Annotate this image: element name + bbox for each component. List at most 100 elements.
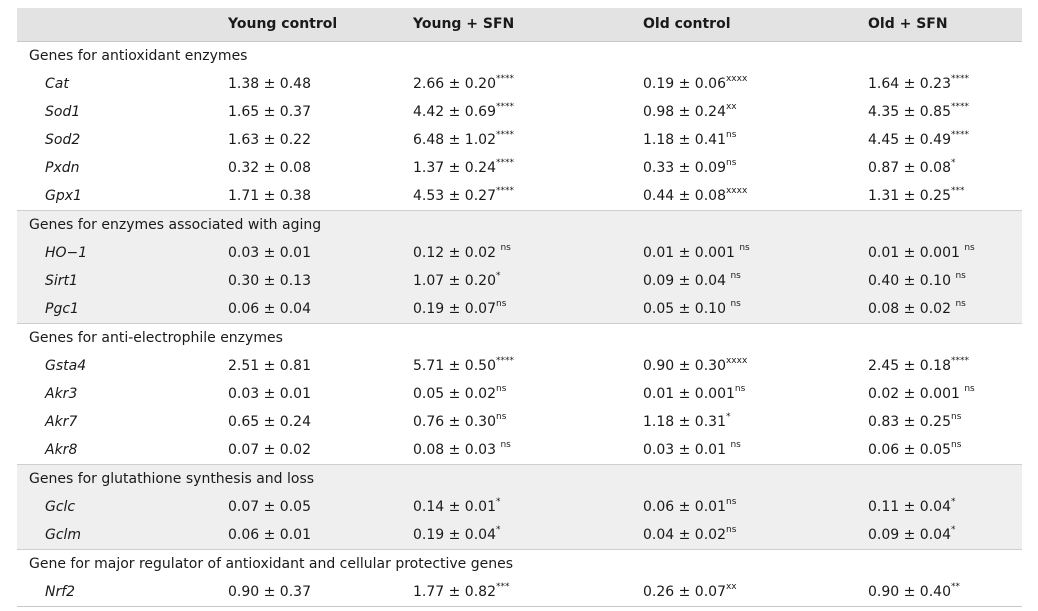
value-text: 0.09 ± 0.04 [868,527,951,543]
value-text: 0.30 ± 0.13 [228,273,311,289]
value-text: 0.03 ± 0.01 [643,442,731,458]
value-text: 0.44 ± 0.08 [643,188,726,204]
significance-mark: **** [495,74,514,85]
gene-name: Sirt1 [45,273,78,289]
table-row: Gsta4 2.51 ± 0.81 5.71 ± 0.50**** 0.90 ± 0.… [17,352,1022,380]
value-text: 0.32 ± 0.08 [228,160,311,176]
value-text: 0.06 ± 0.01 [228,527,311,543]
significance-mark: ns [495,384,507,395]
significance-mark: **** [495,356,514,367]
value-text: 6.48 ± 1.02 [413,132,496,148]
significance-mark: ns [725,158,737,169]
value-cell: 0.06 ± 0.05ns [868,436,961,464]
value-text: 0.87 ± 0.08 [868,160,951,176]
table-row: Sirt1 0.30 ± 0.13 1.07 ± 0.20* 0.09 ± 0.04 … [17,267,1022,295]
value-cell: 0.19 ± 0.07ns [413,295,506,323]
value-cell: 0.05 ± 0.10 ns [643,295,741,323]
header-young-sfn: Young + SFN [413,16,515,32]
value-text: 0.90 ± 0.37 [228,584,311,600]
gene-name: Cat [45,76,69,92]
section-title: Gene for major regulator of antioxidant … [29,556,514,572]
table-body: Genes for antioxidant enzymes Cat 1.38 ± 0… [17,42,1022,606]
significance-mark: * [495,271,501,282]
value-cell: 0.76 ± 0.30ns [413,408,506,436]
value-text: 0.06 ± 0.05 [868,442,951,458]
section-title: Genes for anti-electrophile enzymes [29,330,283,346]
significance-mark: ns [730,299,741,310]
table-row: Pgc1 0.06 ± 0.04 0.19 ± 0.07ns 0.05 ± 0.10 … [17,295,1022,323]
gene-name: Pgc1 [45,301,79,317]
significance-mark: ns [500,440,511,451]
value-text: 0.33 ± 0.09 [643,160,726,176]
value-cell: 0.90 ± 0.37 [228,578,311,606]
value-cell: 0.06 ± 0.04 [228,295,311,323]
significance-mark: ns [495,412,507,423]
gene-name: Nrf2 [45,584,76,600]
significance-mark: ns [950,440,962,451]
section-title: Genes for enzymes associated with aging [29,217,322,233]
header-old-control: Old control [643,16,731,32]
value-text: 4.45 ± 0.49 [868,132,951,148]
value-cell: 0.02 ± 0.001 ns [868,380,975,408]
significance-mark: * [950,525,956,536]
value-cell: 0.09 ± 0.04* [868,521,955,549]
table-row: Gpx1 1.71 ± 0.38 4.53 ± 0.27**** 0.44 ± 0.0… [17,182,1022,210]
significance-mark: ns [950,412,962,423]
value-text: 0.14 ± 0.01 [413,499,496,515]
value-text: 0.11 ± 0.04 [868,499,951,515]
table-row: HO−1 0.03 ± 0.01 0.12 ± 0.02 ns 0.01 ± 0.00… [17,239,1022,267]
value-text: 0.03 ± 0.01 [228,245,311,261]
table-row: Akr8 0.07 ± 0.02 0.08 ± 0.03 ns 0.03 ± 0.01… [17,436,1022,464]
value-text: 0.05 ± 0.10 [643,301,731,317]
gene-name: Akr3 [45,386,78,402]
significance-mark: **** [495,130,514,141]
significance-mark: **** [495,186,514,197]
gene-name: Pxdn [45,160,80,176]
header-young-control: Young control [228,16,338,32]
value-cell: 4.45 ± 0.49**** [868,126,969,154]
value-text: 0.19 ± 0.07 [413,301,496,317]
significance-mark: ns [495,299,507,310]
value-text: 1.64 ± 0.23 [868,76,951,92]
table-section: Genes for antioxidant enzymes Cat 1.38 ± 0… [17,42,1022,210]
gene-name: HO−1 [45,245,88,261]
significance-mark: xxxx [725,186,748,197]
value-cell: 0.14 ± 0.01* [413,493,500,521]
value-text: 0.07 ± 0.05 [228,499,311,515]
value-text: 0.19 ± 0.04 [413,527,496,543]
value-text: 0.83 ± 0.25 [868,414,951,430]
value-cell: 0.05 ± 0.02ns [413,380,506,408]
value-cell: 0.87 ± 0.08* [868,154,955,182]
value-text: 0.90 ± 0.30 [643,358,726,374]
value-cell: 0.08 ± 0.02 ns [868,295,966,323]
value-text: 1.18 ± 0.31 [643,414,726,430]
gene-name: Sod1 [45,104,81,120]
significance-mark: ns [739,243,750,254]
value-text: 5.71 ± 0.50 [413,358,496,374]
value-cell: 1.18 ± 0.31* [643,408,730,436]
significance-mark: ns [955,271,966,282]
value-cell: 1.71 ± 0.38 [228,182,311,210]
table-row: Pxdn 0.32 ± 0.08 1.37 ± 0.24**** 0.33 ± 0.0… [17,154,1022,182]
table-row: Nrf2 0.90 ± 0.37 1.77 ± 0.82*** 0.26 ± 0.07… [17,578,1022,606]
gene-name: Gclc [45,499,76,515]
significance-mark: * [495,525,501,536]
significance-mark: xxxx [725,74,748,85]
gene-expression-table: Young control Young + SFN Old control Ol… [17,8,1022,607]
value-cell: 2.51 ± 0.81 [228,352,311,380]
table-row: Cat 1.38 ± 0.48 2.66 ± 0.20**** 0.19 ± 0.06… [17,70,1022,98]
table-row: Gclc 0.07 ± 0.05 0.14 ± 0.01* 0.06 ± 0.01ns… [17,493,1022,521]
value-cell: 0.83 ± 0.25ns [868,408,961,436]
value-text: 0.19 ± 0.06 [643,76,726,92]
value-text: 0.08 ± 0.03 [413,442,501,458]
value-cell: 0.30 ± 0.13 [228,267,311,295]
table-header: Young control Young + SFN Old control Ol… [17,8,1022,42]
significance-mark: *** [495,582,510,593]
significance-mark: ns [964,243,975,254]
value-cell: 0.06 ± 0.01 [228,521,311,549]
significance-mark: **** [950,130,969,141]
significance-mark: ns [725,497,737,508]
value-cell: 0.90 ± 0.40** [868,578,960,606]
value-cell: 0.07 ± 0.05 [228,493,311,521]
significance-mark: ns [730,271,741,282]
